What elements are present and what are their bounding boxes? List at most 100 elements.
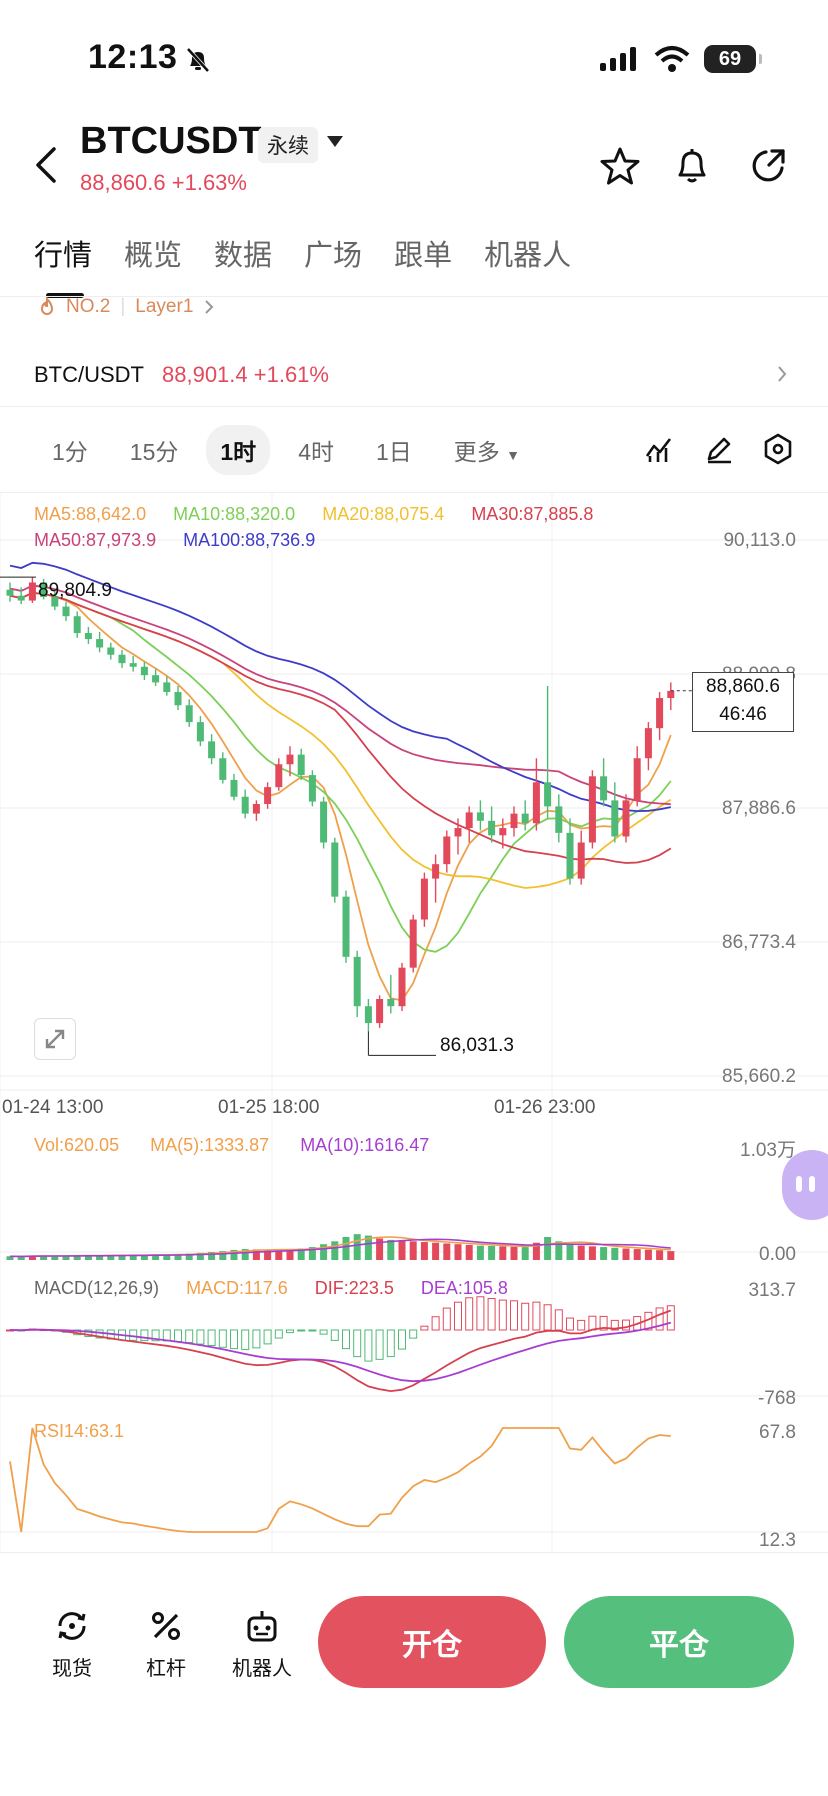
divider bbox=[0, 492, 828, 493]
tf-4h[interactable]: 4时 bbox=[298, 439, 334, 465]
bell-icon[interactable] bbox=[672, 146, 712, 191]
spot-pair-name: BTC/USDT bbox=[34, 362, 144, 387]
rsi-axis-bottom: 12.3 bbox=[759, 1530, 796, 1551]
rank-row[interactable]: NO.2 | Layer1 bbox=[38, 296, 215, 318]
chevron-right-icon bbox=[205, 300, 214, 314]
ma10-legend: MA10:88,320.0 bbox=[173, 504, 296, 524]
volume-bar bbox=[644, 1249, 652, 1260]
nav-tabs: 行情 概览 数据 广场 跟单 机器人 bbox=[34, 232, 603, 298]
candle-body bbox=[107, 647, 115, 655]
volume-bar bbox=[17, 1256, 25, 1260]
macd-bar bbox=[308, 1329, 317, 1332]
macd-bar bbox=[498, 1299, 507, 1331]
star-icon[interactable] bbox=[600, 146, 640, 191]
candle-body bbox=[465, 812, 473, 829]
close-position-button[interactable]: 平仓 bbox=[564, 1596, 794, 1688]
ma100-line bbox=[9, 561, 671, 813]
macd-bar bbox=[330, 1329, 339, 1341]
tab-bot[interactable]: 机器人 bbox=[484, 240, 572, 272]
spot-button[interactable]: 现货 bbox=[32, 1606, 112, 1681]
volume-bar bbox=[51, 1255, 59, 1260]
flame-icon bbox=[40, 297, 54, 315]
macd-bar bbox=[364, 1329, 373, 1362]
contract-tag[interactable]: 永续 bbox=[258, 127, 318, 163]
tf-15m[interactable]: 15分 bbox=[129, 439, 179, 465]
timeframe-selector: 1分 15分 1时 4时 1日 更多 ▼ bbox=[38, 425, 548, 475]
tab-copy-trade[interactable]: 跟单 bbox=[394, 240, 453, 272]
chevron-right-icon[interactable] bbox=[776, 364, 788, 389]
volume-bar bbox=[96, 1255, 104, 1260]
volume-bar bbox=[107, 1254, 115, 1260]
tab-square[interactable]: 广场 bbox=[304, 240, 363, 272]
macd-axis-top: 313.7 bbox=[748, 1280, 796, 1301]
draw-pencil-icon[interactable] bbox=[704, 434, 734, 469]
volume-bar bbox=[656, 1250, 664, 1260]
open-position-button[interactable]: 开仓 bbox=[318, 1596, 546, 1688]
macd-bar bbox=[655, 1307, 664, 1331]
volume-bar bbox=[6, 1256, 14, 1260]
bot-button[interactable]: 机器人 bbox=[222, 1606, 302, 1681]
candle-body bbox=[499, 828, 507, 836]
macd-bar bbox=[465, 1297, 474, 1331]
y-tick: 87,886.6 bbox=[722, 798, 796, 819]
volume-bar bbox=[353, 1234, 361, 1260]
wifi-icon bbox=[654, 46, 690, 72]
volume-bar bbox=[376, 1238, 384, 1260]
share-icon[interactable] bbox=[748, 146, 788, 191]
rsi-axis-top: 67.8 bbox=[759, 1422, 796, 1443]
settings-hexagon-icon[interactable] bbox=[762, 432, 794, 471]
volume-bar bbox=[28, 1255, 36, 1260]
macd-bar bbox=[543, 1304, 552, 1331]
candle-body bbox=[376, 998, 384, 1024]
candle-body bbox=[219, 758, 227, 780]
y-tick: 86,773.4 bbox=[722, 932, 796, 953]
ma20-legend: MA20:88,075.4 bbox=[322, 504, 445, 524]
divider bbox=[0, 1552, 828, 1553]
spot-pair-row[interactable]: BTC/USDT 88,901.4 +1.61% bbox=[34, 362, 329, 388]
y-tick: 90,113.0 bbox=[723, 530, 796, 551]
tf-more[interactable]: 更多 ▼ bbox=[453, 439, 521, 465]
candle-body bbox=[308, 775, 316, 802]
robot-icon bbox=[247, 1611, 277, 1642]
volume-bar bbox=[633, 1249, 641, 1260]
expand-icon bbox=[45, 1029, 65, 1049]
volume-bar bbox=[252, 1249, 260, 1260]
ma-legend-row-1: MA5:88,642.0 MA10:88,320.0 MA20:88,075.4… bbox=[34, 504, 593, 525]
macd-bar bbox=[487, 1298, 496, 1331]
assistant-bubble[interactable] bbox=[782, 1150, 828, 1220]
candle-body bbox=[488, 820, 496, 836]
rank-label: NO.2 bbox=[66, 296, 111, 317]
tf-1m[interactable]: 1分 bbox=[52, 439, 88, 465]
volume-bar bbox=[432, 1242, 440, 1260]
candle-body bbox=[264, 787, 272, 804]
x-tick: 01-24 13:00 bbox=[2, 1097, 104, 1118]
ma100-legend: MA100:88,736.9 bbox=[183, 530, 316, 550]
macd-bar bbox=[610, 1319, 619, 1331]
current-price-box: 88,860.6 46:46 bbox=[692, 672, 794, 732]
candle-body bbox=[644, 728, 652, 759]
candle-body bbox=[633, 758, 641, 801]
candle-body bbox=[17, 595, 25, 601]
tab-market[interactable]: 行情 bbox=[34, 232, 92, 298]
volume-bar bbox=[40, 1255, 48, 1260]
kline-chart[interactable] bbox=[0, 492, 828, 1552]
macd-bar bbox=[241, 1329, 250, 1351]
macd-bar bbox=[151, 1329, 160, 1342]
macd-bar bbox=[420, 1325, 429, 1331]
volume-bar bbox=[163, 1254, 171, 1260]
volume-bar bbox=[241, 1249, 249, 1260]
back-icon[interactable] bbox=[34, 146, 58, 189]
tf-1d[interactable]: 1日 bbox=[375, 439, 412, 465]
tab-data[interactable]: 数据 bbox=[214, 240, 273, 272]
indicator-icon[interactable] bbox=[644, 434, 674, 469]
macd-bar bbox=[319, 1329, 328, 1335]
macd-dif: DIF:223.5 bbox=[314, 1278, 394, 1298]
volume-bar bbox=[600, 1247, 608, 1260]
tf-1h[interactable]: 1时 bbox=[206, 425, 271, 475]
tab-overview[interactable]: 概览 bbox=[124, 240, 183, 272]
candle-body bbox=[6, 589, 14, 596]
leverage-button[interactable]: 杠杆 bbox=[126, 1606, 206, 1681]
chevron-down-icon[interactable] bbox=[327, 136, 343, 147]
fullscreen-button[interactable] bbox=[34, 1018, 76, 1060]
volume-bar bbox=[152, 1254, 160, 1260]
